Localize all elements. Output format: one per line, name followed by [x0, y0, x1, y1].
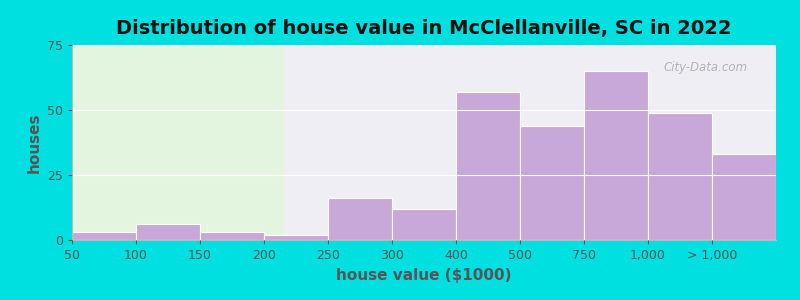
- Text: City-Data.com: City-Data.com: [663, 61, 747, 74]
- Bar: [520, 126, 584, 240]
- Title: Distribution of house value in McClellanville, SC in 2022: Distribution of house value in McClellan…: [116, 19, 732, 38]
- Bar: [584, 71, 648, 240]
- Bar: [72, 45, 283, 240]
- Bar: [712, 154, 776, 240]
- X-axis label: house value ($1000): house value ($1000): [336, 268, 512, 283]
- Bar: [136, 224, 200, 240]
- Bar: [648, 112, 712, 240]
- Bar: [200, 232, 264, 240]
- Bar: [72, 232, 136, 240]
- Y-axis label: houses: houses: [26, 112, 42, 173]
- Bar: [392, 209, 456, 240]
- Bar: [264, 235, 328, 240]
- Bar: [456, 92, 520, 240]
- Bar: [328, 198, 392, 240]
